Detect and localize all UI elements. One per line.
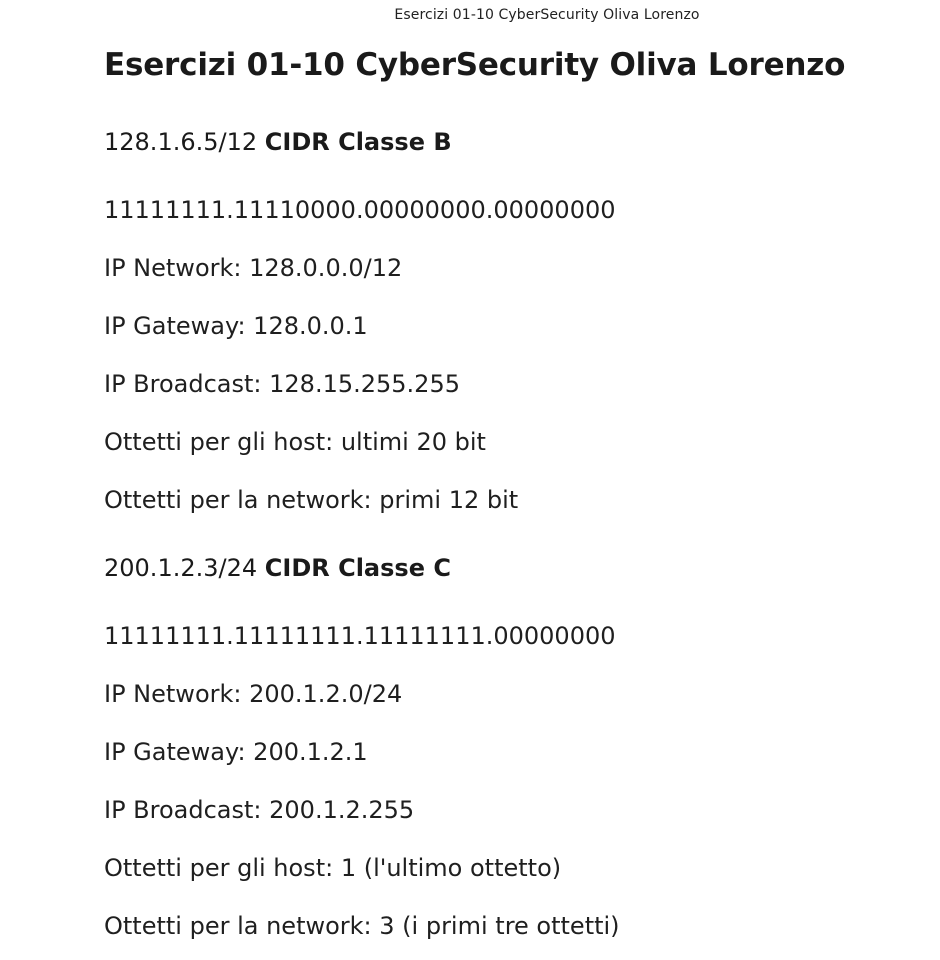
section-address: 200.1.2.3/24	[104, 554, 258, 582]
section-heading-class-b: 128.1.6.5/12 CIDR Classe B	[104, 126, 924, 158]
ip-network: IP Network: 128.0.0.0/12	[104, 254, 403, 282]
section-cidr-label: CIDR Classe C	[264, 554, 451, 582]
ip-gateway: IP Gateway: 200.1.2.1	[104, 738, 368, 766]
section-heading-class-c: 200.1.2.3/24 CIDR Classe C	[104, 552, 924, 584]
subnet-mask-binary: 11111111.11111111.11111111.00000000	[104, 622, 616, 650]
subnet-mask-binary: 11111111.11110000.00000000.00000000	[104, 196, 616, 224]
section-address: 128.1.6.5/12	[104, 128, 258, 156]
network-bits: Ottetti per la network: primi 12 bit	[104, 486, 519, 514]
network-bits: Ottetti per la network: 3 (i primi tre o…	[104, 912, 620, 940]
host-bits: Ottetti per gli host: 1 (l'ultimo ottett…	[104, 854, 562, 882]
document-content: Esercizi 01-10 CyberSecurity Oliva Loren…	[104, 44, 924, 942]
ip-network: IP Network: 200.1.2.0/24	[104, 680, 403, 708]
ip-broadcast: IP Broadcast: 128.15.255.255	[104, 370, 460, 398]
section-lines-class-b: 11111111.11110000.00000000.00000000 IP N…	[104, 194, 924, 516]
host-bits: Ottetti per gli host: ultimi 20 bit	[104, 428, 486, 456]
document-title: Esercizi 01-10 CyberSecurity Oliva Loren…	[104, 47, 846, 83]
section-cidr-label: CIDR Classe B	[264, 128, 452, 156]
page-header: Esercizi 01-10 CyberSecurity Oliva Loren…	[394, 7, 700, 23]
ip-broadcast: IP Broadcast: 200.1.2.255	[104, 796, 415, 824]
ip-gateway: IP Gateway: 128.0.0.1	[104, 312, 368, 340]
section-lines-class-c: 11111111.11111111.11111111.00000000 IP N…	[104, 620, 924, 942]
